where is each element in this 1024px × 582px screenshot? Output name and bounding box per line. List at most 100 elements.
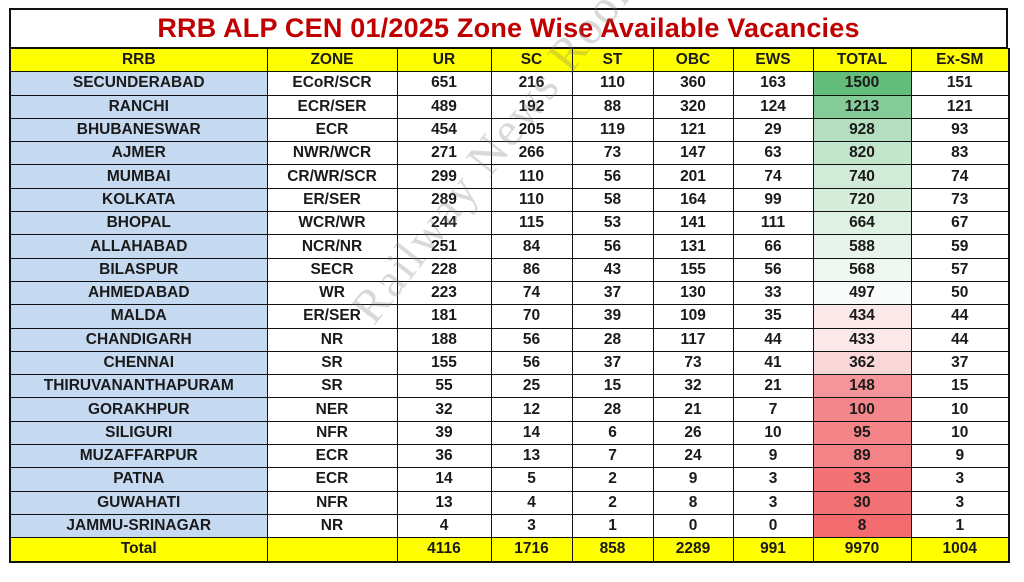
cell-st: 1	[571, 513, 654, 539]
cell-sc: 56	[490, 350, 573, 376]
table-row: THIRUVANANTHAPURAM SR 55 25 15 32 21 148 15	[9, 374, 1010, 399]
cell-ur: 651	[396, 71, 492, 96]
cell-st: 56	[571, 164, 654, 189]
table-row: CHANDIGARH NR 188 56 28 117 44 433 44	[9, 327, 1010, 352]
cell-sc: 70	[490, 304, 573, 329]
cell-zone: SR	[266, 350, 398, 376]
cell-obc: 147	[652, 141, 734, 166]
cell-exsm: 15	[910, 374, 1010, 399]
cell-zone: ECR	[266, 117, 398, 143]
cell-rrb: GUWAHATI	[9, 490, 268, 515]
cell-st: 28	[571, 327, 654, 352]
cell-ur: 13	[396, 490, 492, 515]
cell-ur: 228	[396, 257, 492, 282]
cell-total: 362	[812, 350, 912, 376]
cell-zone: ER/SER	[266, 187, 398, 213]
cell-st: 6	[571, 420, 654, 446]
totals-row: Total 4116 1716 858 2289 991 9970 1004	[9, 537, 1010, 563]
cell-ur: 4	[396, 513, 492, 539]
cell-rrb: PATNA	[9, 467, 268, 492]
cell-zone: NER	[266, 397, 398, 422]
cell-ews: 7	[732, 397, 814, 422]
cell-obc: 0	[652, 513, 734, 539]
cell-rrb: GORAKHPUR	[9, 397, 268, 422]
cell-ews: 56	[732, 257, 814, 282]
cell-total: 588	[812, 234, 912, 259]
title-bar: RRB ALP CEN 01/2025 Zone Wise Available …	[9, 8, 1008, 48]
cell-total: 433	[812, 327, 912, 352]
cell-obc: 131	[652, 234, 734, 259]
table-row: GORAKHPUR NER 32 12 28 21 7 100 10	[9, 397, 1010, 422]
cell-st: 73	[571, 141, 654, 166]
col-header-ews: EWS	[732, 47, 814, 73]
cell-ews: 124	[732, 94, 814, 119]
cell-ews: 3	[732, 467, 814, 492]
cell-exsm: 67	[910, 211, 1010, 236]
cell-obc: 121	[652, 117, 734, 143]
cell-total: 1213	[812, 94, 912, 119]
cell-obc: 32	[652, 374, 734, 399]
cell-rrb: MALDA	[9, 304, 268, 329]
cell-total: 720	[812, 187, 912, 213]
cell-ews: 66	[732, 234, 814, 259]
cell-sc: 86	[490, 257, 573, 282]
cell-st: 88	[571, 94, 654, 119]
cell-ews: 0	[732, 513, 814, 539]
table-row: PATNA ECR 14 5 2 9 3 33 3	[9, 467, 1010, 492]
cell-obc: 9	[652, 467, 734, 492]
table-row: SILIGURI NFR 39 14 6 26 10 95 10	[9, 420, 1010, 446]
cell-st: 39	[571, 304, 654, 329]
cell-exsm: 59	[910, 234, 1010, 259]
totals-sc: 1716	[490, 537, 573, 563]
cell-total: 33	[812, 467, 912, 492]
cell-obc: 360	[652, 71, 734, 96]
cell-total: 820	[812, 141, 912, 166]
table-row: MALDA ER/SER 181 70 39 109 35 434 44	[9, 304, 1010, 329]
cell-rrb: MUMBAI	[9, 164, 268, 189]
cell-sc: 13	[490, 444, 573, 469]
cell-sc: 3	[490, 513, 573, 539]
cell-zone: SR	[266, 374, 398, 399]
cell-zone: SECR	[266, 257, 398, 282]
cell-ews: 33	[732, 280, 814, 306]
cell-exsm: 83	[910, 141, 1010, 166]
col-header-exsm: Ex-SM	[910, 47, 1010, 73]
cell-st: 28	[571, 397, 654, 422]
cell-obc: 109	[652, 304, 734, 329]
cell-rrb: SILIGURI	[9, 420, 268, 446]
cell-exsm: 57	[910, 257, 1010, 282]
cell-exsm: 93	[910, 117, 1010, 143]
cell-total: 8	[812, 513, 912, 539]
table-row: BILASPUR SECR 228 86 43 155 56 568 57	[9, 257, 1010, 282]
cell-exsm: 44	[910, 304, 1010, 329]
cell-ews: 21	[732, 374, 814, 399]
col-header-st: ST	[571, 47, 654, 73]
cell-rrb: SECUNDERABAD	[9, 71, 268, 96]
table-row: SECUNDERABAD ECoR/SCR 651 216 110 360 163 1500 1…	[9, 71, 1010, 96]
table-row: BHOPAL WCR/WR 244 115 53 141 111 664 67	[9, 211, 1010, 236]
cell-st: 15	[571, 374, 654, 399]
table-row: KOLKATA ER/SER 289 110 58 164 99 720 73	[9, 187, 1010, 213]
cell-total: 568	[812, 257, 912, 282]
cell-sc: 14	[490, 420, 573, 446]
cell-obc: 320	[652, 94, 734, 119]
cell-ur: 188	[396, 327, 492, 352]
cell-st: 58	[571, 187, 654, 213]
col-header-sc: SC	[490, 47, 573, 73]
table-row: CHENNAI SR 155 56 37 73 41 362 37	[9, 350, 1010, 376]
cell-ews: 35	[732, 304, 814, 329]
cell-st: 2	[571, 467, 654, 492]
cell-total: 1500	[812, 71, 912, 96]
cell-sc: 12	[490, 397, 573, 422]
cell-sc: 192	[490, 94, 573, 119]
cell-rrb: JAMMU-SRINAGAR	[9, 513, 268, 539]
cell-exsm: 1	[910, 513, 1010, 539]
cell-ur: 155	[396, 350, 492, 376]
cell-ews: 74	[732, 164, 814, 189]
cell-rrb: RANCHI	[9, 94, 268, 119]
cell-ews: 9	[732, 444, 814, 469]
col-header-total: TOTAL	[812, 47, 912, 73]
cell-zone: CR/WR/SCR	[266, 164, 398, 189]
cell-zone: NWR/WCR	[266, 141, 398, 166]
cell-ews: 63	[732, 141, 814, 166]
